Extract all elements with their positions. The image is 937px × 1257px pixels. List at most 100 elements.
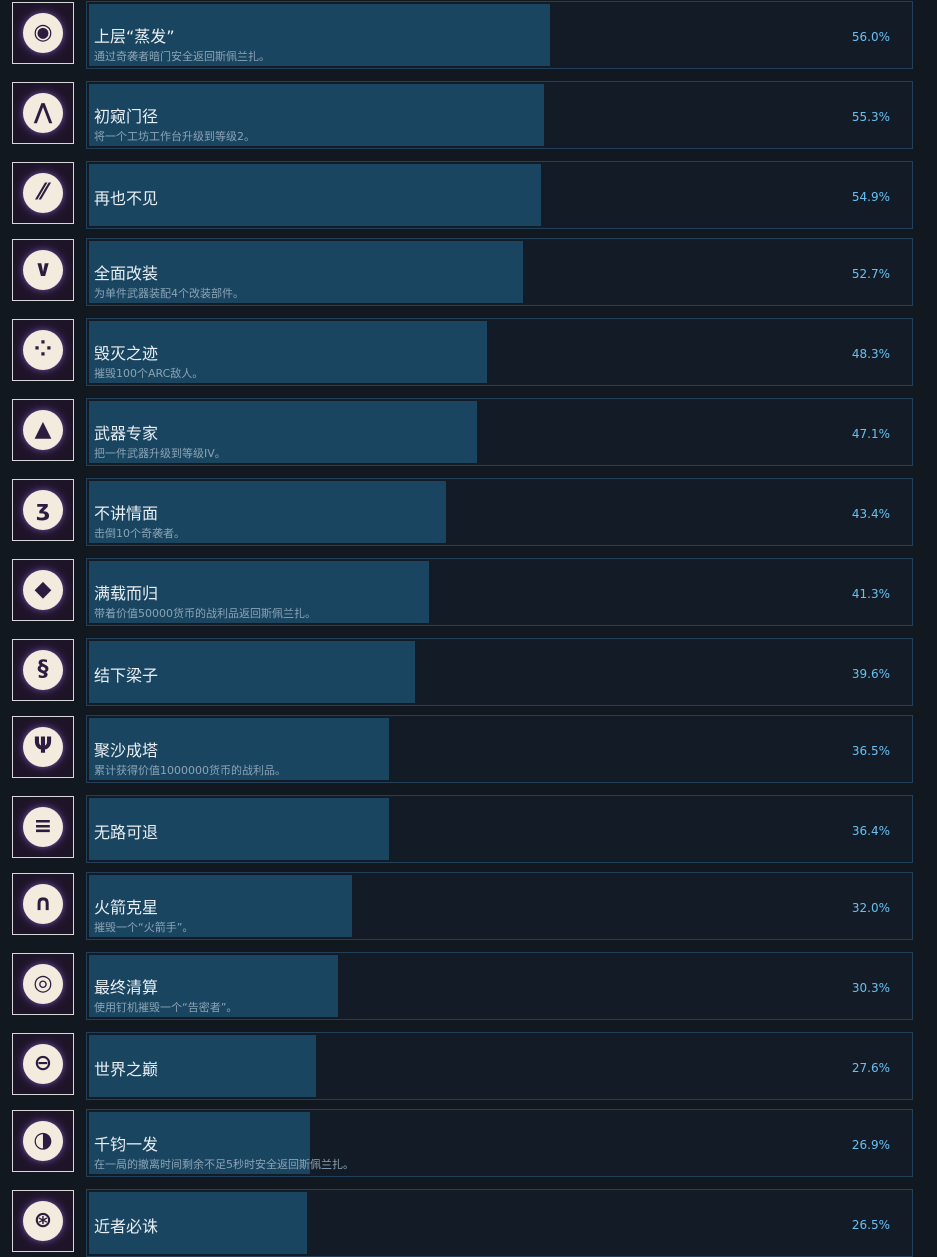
progress-bar-fill (89, 84, 545, 146)
achievement-row[interactable]: ⊛ 近者必诛 26.5% (0, 1189, 937, 1257)
unlock-percent: 27.6% (851, 1061, 890, 1075)
achievement-icon: ◑ (12, 1110, 74, 1172)
dot-grid-icon: ⁘ (23, 330, 63, 370)
achievement-icon: ʒ (12, 479, 74, 541)
achievement-description: 把一件武器升级到等级IV。 (94, 447, 226, 460)
unlock-percent: 26.9% (851, 1138, 890, 1152)
spiral-icon: ◎ (23, 964, 63, 1004)
achievement-description: 将一个工坊工作台升级到等级2。 (94, 130, 255, 143)
achievement-icon: ▲ (12, 399, 74, 461)
achievement-panel: 不讲情面 击倒10个奇袭者。 43.4% (86, 478, 913, 546)
achievement-description: 累计获得价值1000000货币的战利品。 (94, 764, 286, 777)
achievement-icon: ◉ (12, 2, 74, 64)
progress-bar-fill (89, 1112, 311, 1174)
progress-bar-fill (89, 481, 447, 543)
achievement-panel: 火箭克星 摧毁一个“火箭手”。 32.0% (86, 872, 913, 940)
achievement-row[interactable]: ◑ 千钧一发 在一局的撤离时间剩余不足5秒时安全返回斯佩兰扎。 26.9% (0, 1109, 937, 1177)
arch-icon: ∩ (23, 884, 63, 924)
achievement-icon: ◆ (12, 559, 74, 621)
achievement-icon: ⁘ (12, 319, 74, 381)
horizon-icon: ⊖ (23, 1044, 63, 1084)
progress-bar-fill (89, 718, 390, 780)
chevron-down-icon: ∨ (23, 250, 63, 290)
achievement-title: 全面改装 (94, 264, 159, 283)
achievement-description: 使用钉机摧毁一个“告密者”。 (94, 1001, 238, 1014)
chevrons-up-icon: ⋀ (23, 93, 63, 133)
achievement-panel: 最终清算 使用钉机摧毁一个“告密者”。 30.3% (86, 952, 913, 1020)
achievement-row[interactable]: ◎ 最终清算 使用钉机摧毁一个“告密者”。 30.3% (0, 952, 937, 1020)
achievement-panel: 毁灭之迹 摧毁100个ARC敌人。 48.3% (86, 318, 913, 386)
unlock-percent: 30.3% (851, 981, 890, 995)
achievement-panel: 千钧一发 在一局的撤离时间剩余不足5秒时安全返回斯佩兰扎。 26.9% (86, 1109, 913, 1177)
achievement-row[interactable]: ◉ 上层“蒸发” 通过奇袭者暗门安全返回斯佩兰扎。 56.0% (0, 1, 937, 69)
triangle-icon: ▲ (23, 410, 63, 450)
achievement-title: 火箭克星 (94, 898, 159, 917)
achievement-title: 初窥门径 (94, 107, 159, 126)
achievement-panel: 满载而归 带着价值50000货币的战利品返回斯佩兰扎。 41.3% (86, 558, 913, 626)
achievement-panel: 聚沙成塔 累计获得价值1000000货币的战利品。 36.5% (86, 715, 913, 783)
achievement-panel: 再也不见 54.9% (86, 161, 913, 229)
progress-bar-fill (89, 321, 487, 383)
achievement-row[interactable]: ∩ 火箭克星 摧毁一个“火箭手”。 32.0% (0, 872, 937, 940)
achievement-description: 击倒10个奇袭者。 (94, 527, 185, 540)
achievement-row[interactable]: Ψ 聚沙成塔 累计获得价值1000000货币的战利品。 36.5% (0, 715, 937, 783)
achievement-row[interactable]: ◆ 满载而归 带着价值50000货币的战利品返回斯佩兰扎。 41.3% (0, 558, 937, 626)
unlock-percent: 48.3% (851, 347, 890, 361)
achievement-title: 结下梁子 (94, 666, 159, 685)
achievement-title: 再也不见 (94, 189, 159, 208)
achievement-panel: 全面改装 为单件武器装配4个改装部件。 52.7% (86, 238, 913, 306)
achievement-title: 满载而归 (94, 584, 159, 603)
achievement-icon: ⋀ (12, 82, 74, 144)
progress-bar-fill (89, 401, 477, 463)
achievement-description: 带着价值50000货币的战利品返回斯佩兰扎。 (94, 607, 316, 620)
eye-icon: ◑ (23, 1121, 63, 1161)
achievement-row[interactable]: ⋀ 初窥门径 将一个工坊工作台升级到等级2。 55.3% (0, 81, 937, 149)
target-icon: ⊛ (23, 1201, 63, 1241)
achievement-row[interactable]: ⁄⁄ 再也不见 54.9% (0, 161, 937, 229)
achievement-panel: 无路可退 36.4% (86, 795, 913, 863)
achievement-title: 上层“蒸发” (94, 27, 175, 46)
progress-bar-fill (89, 798, 389, 860)
horizontal-stripes-icon: ≡ (23, 807, 63, 847)
progress-bar-fill (89, 641, 415, 703)
progress-bar-fill (89, 4, 550, 66)
unlock-percent: 56.0% (851, 30, 890, 44)
achievement-panel: 结下梁子 39.6% (86, 638, 913, 706)
progress-bar-fill (89, 1035, 317, 1097)
achievement-panel: 武器专家 把一件武器升级到等级IV。 47.1% (86, 398, 913, 466)
coil-icon: ʒ (23, 490, 63, 530)
achievement-title: 武器专家 (94, 424, 159, 443)
achievement-title: 聚沙成塔 (94, 741, 159, 760)
achievement-title: 不讲情面 (94, 504, 159, 523)
achievement-icon: ⊛ (12, 1190, 74, 1252)
progress-bar-fill (89, 241, 523, 303)
achievement-row[interactable]: ⊖ 世界之巅 27.6% (0, 1032, 937, 1100)
fountain-icon: Ψ (23, 727, 63, 767)
achievement-row[interactable]: ⁘ 毁灭之迹 摧毁100个ARC敌人。 48.3% (0, 318, 937, 386)
achievement-row[interactable]: § 结下梁子 39.6% (0, 638, 937, 706)
achievement-row[interactable]: ∨ 全面改装 为单件武器装配4个改装部件。 52.7% (0, 238, 937, 306)
progress-bar-fill (89, 875, 353, 937)
achievement-icon: ⁄⁄ (12, 162, 74, 224)
achievement-row[interactable]: ʒ 不讲情面 击倒10个奇袭者。 43.4% (0, 478, 937, 546)
unlock-percent: 39.6% (851, 667, 890, 681)
achievement-title: 世界之巅 (94, 1060, 159, 1079)
achievement-row[interactable]: ≡ 无路可退 36.4% (0, 795, 937, 863)
achievement-panel: 初窥门径 将一个工坊工作台升级到等级2。 55.3% (86, 81, 913, 149)
unlock-percent: 54.9% (851, 190, 890, 204)
achievement-row[interactable]: ▲ 武器专家 把一件武器升级到等级IV。 47.1% (0, 398, 937, 466)
unlock-percent: 55.3% (851, 110, 890, 124)
unlock-percent: 52.7% (851, 267, 890, 281)
achievement-description: 摧毁一个“火箭手”。 (94, 921, 194, 934)
achievement-icon: ◎ (12, 953, 74, 1015)
achievement-title: 近者必诛 (94, 1217, 159, 1236)
unlock-percent: 36.5% (851, 744, 890, 758)
unlock-percent: 36.4% (851, 824, 890, 838)
s-curve-icon: § (23, 650, 63, 690)
disc-segments-icon: ◉ (23, 13, 63, 53)
achievement-description: 通过奇袭者暗门安全返回斯佩兰扎。 (94, 50, 270, 63)
achievement-title: 最终清算 (94, 978, 159, 997)
diagonal-stripes-icon: ⁄⁄ (23, 173, 63, 213)
unlock-percent: 41.3% (851, 587, 890, 601)
progress-bar-fill (89, 561, 429, 623)
